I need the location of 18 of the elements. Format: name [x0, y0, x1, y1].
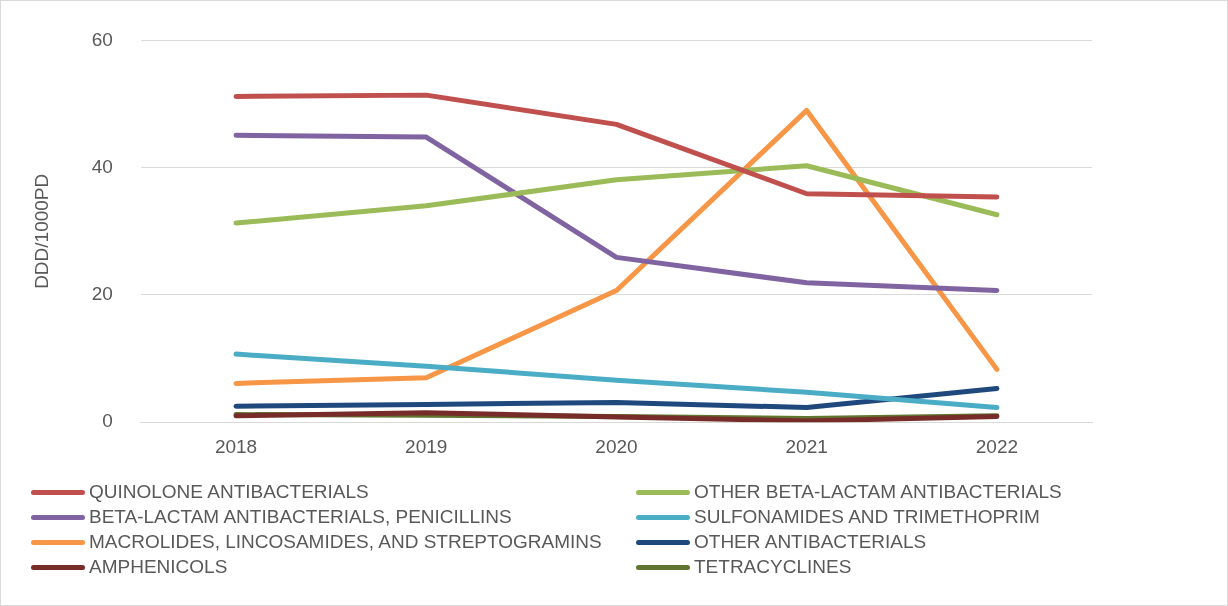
y-tick-label: 0 [102, 410, 113, 432]
x-tick-label: 2022 [975, 435, 1019, 457]
legend-label: AMPHENICOLS [89, 556, 228, 578]
x-tick-label: 2019 [405, 435, 448, 457]
y-tick-label: 20 [91, 283, 113, 305]
y-tick-label: 40 [91, 155, 113, 177]
legend-label: SULFONAMIDES AND TRIMETHOPRIM [694, 506, 1040, 528]
legend-label: QUINOLONE ANTIBACTERIALS [89, 481, 369, 503]
x-tick-label: 2018 [214, 435, 258, 457]
legend-label: BETA-LACTAM ANTIBACTERIALS, PENICILLINS [89, 506, 512, 528]
y-tick-label: 60 [91, 28, 113, 50]
x-tick-label: 2020 [595, 435, 638, 457]
legend-label: OTHER BETA-LACTAM ANTIBACTERIALS [694, 481, 1062, 503]
legend-label: TETRACYCLINES [694, 556, 852, 578]
legend-label: MACROLIDES, LINCOSAMIDES, AND STREPTOGRAMINS [89, 531, 602, 553]
legend-label: OTHER ANTIBACTERIALS [694, 531, 927, 553]
x-tick-label: 2021 [785, 435, 828, 457]
y-axis-title: DDD/1000PD [30, 173, 52, 289]
